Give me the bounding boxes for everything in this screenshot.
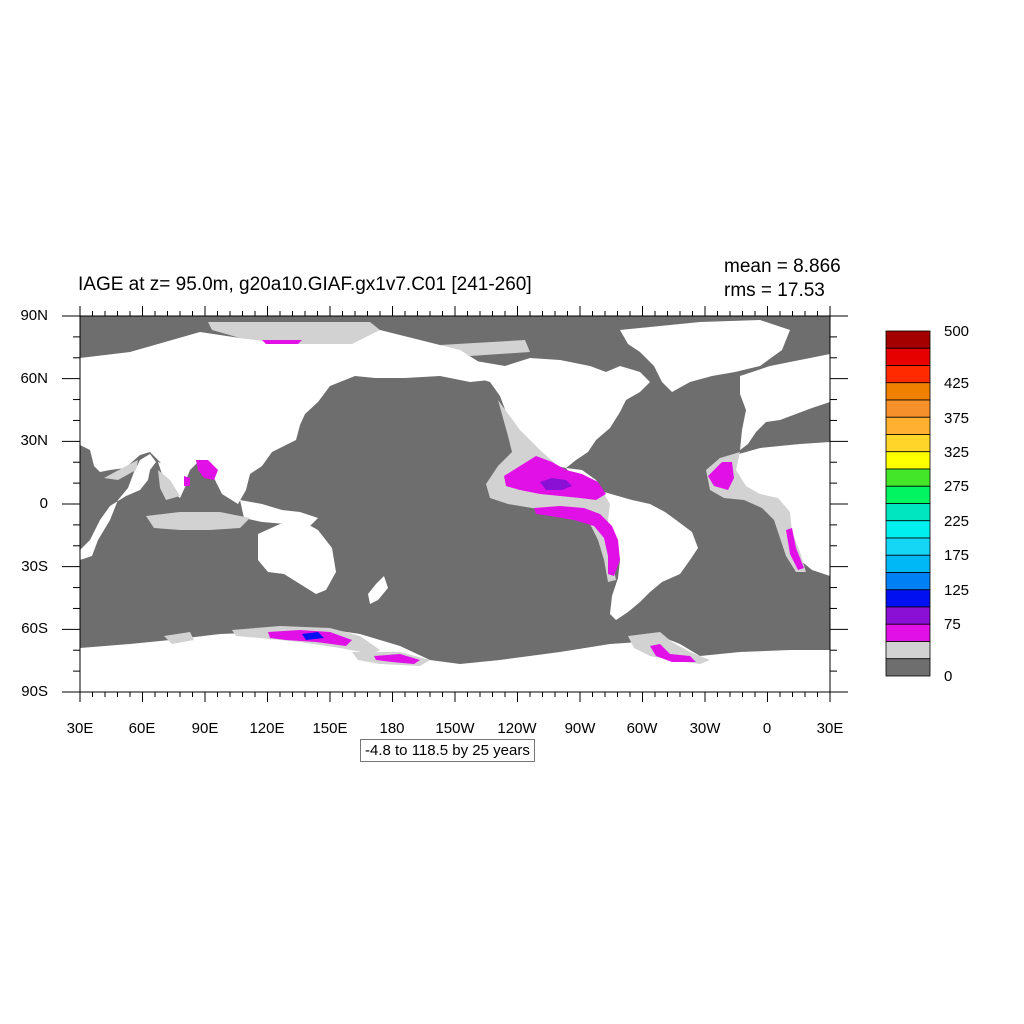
lon-label-30w: 30W: [689, 720, 721, 737]
colorbar-swatch: [885, 330, 931, 349]
lon-label-60w: 60W: [626, 720, 658, 737]
east-pacific-magenta-2: [534, 506, 620, 576]
southern-ocean-blue: [302, 632, 324, 640]
colorbar-swatch: [885, 537, 931, 556]
colorbar-label-75: 75: [944, 616, 961, 633]
southern-ocean-light-4: [164, 632, 194, 644]
arabian-sea-light: [104, 460, 138, 480]
colorbar-swatch: [885, 641, 931, 660]
colorbar-swatch: [885, 658, 931, 677]
colorbar-swatch: [885, 468, 931, 487]
lon-label-30e: 30E: [66, 720, 94, 737]
lon-label-180: 180: [379, 720, 405, 737]
contour-info-box: -4.8 to 118.5 by 25 years: [360, 739, 535, 762]
lon-label-0: 0: [762, 720, 772, 737]
east-pacific-purple: [540, 478, 572, 490]
lon-label-90e: 90E: [191, 720, 219, 737]
colorbar-swatch: [885, 554, 931, 573]
colorbar-swatch: [885, 485, 931, 504]
colorbar-swatch: [885, 623, 931, 642]
bay-of-bengal-magenta: [196, 460, 218, 480]
colorbar-label-0: 0: [944, 668, 953, 685]
colorbar-label-500: 500: [944, 323, 970, 340]
colorbar-swatch: [885, 520, 931, 539]
lon-label-30e-right: 30E: [816, 720, 844, 737]
lon-label-120e: 120E: [249, 720, 285, 737]
colorbar-swatch: [885, 434, 931, 453]
plot-title: IAGE at z= 95.0m, g20a10.GIAF.gx1v7.C01 …: [78, 274, 532, 295]
colorbar: [885, 330, 931, 677]
arctic-shelf: [208, 322, 380, 344]
lat-label-90s: 90S: [21, 683, 48, 700]
colorbar-swatch: [885, 347, 931, 366]
southern-ocean-magenta-3: [650, 644, 696, 662]
colorbar-swatch: [885, 365, 931, 384]
map-field: [80, 316, 830, 692]
southern-ocean-magenta-2: [374, 654, 420, 664]
africa-west-land: [726, 442, 830, 576]
colorbar-swatch: [885, 606, 931, 625]
rms-stat: rms = 17.53: [724, 280, 825, 301]
lat-label-30s: 30S: [21, 558, 48, 575]
greenland-land: [620, 320, 790, 392]
arctic-magenta: [262, 340, 302, 344]
colorbar-label-225: 225: [944, 513, 970, 530]
australia-land: [258, 520, 336, 594]
north-america-land: [378, 358, 650, 468]
colorbar-label-275: 275: [944, 478, 970, 495]
india-coast-magenta: [184, 476, 190, 486]
lon-label-150w: 150W: [435, 720, 475, 737]
indian-ocean-light: [146, 512, 250, 530]
lon-label-120w: 120W: [497, 720, 537, 737]
colorbar-swatch: [885, 503, 931, 522]
west-africa-magenta: [708, 462, 734, 490]
lon-label-150e: 150E: [312, 720, 348, 737]
colorbar-swatch: [885, 416, 931, 435]
europe-land: [740, 354, 830, 450]
india-land: [158, 462, 186, 498]
colorbar-label-125: 125: [944, 582, 970, 599]
colorbar-label-425: 425: [944, 375, 970, 392]
lon-label-90w: 90W: [564, 720, 596, 737]
lat-label-equator: 0: [39, 495, 48, 512]
lat-label-60n: 60N: [20, 370, 48, 387]
africa-east-land: [80, 454, 156, 560]
mean-stat: mean = 8.866: [724, 256, 841, 277]
new-zealand-land: [368, 576, 388, 604]
colorbar-swatch: [885, 589, 931, 608]
colorbar-label-175: 175: [944, 547, 970, 564]
lat-label-30n: 30N: [20, 432, 48, 449]
tick-marks: [62, 306, 848, 702]
east-pacific-magenta: [504, 456, 606, 500]
colorbar-swatch: [885, 382, 931, 401]
bay-of-bengal-light: [158, 470, 180, 500]
lat-label-60s: 60S: [21, 620, 48, 637]
colorbar-label-325: 325: [944, 444, 970, 461]
lon-label-60e: 60E: [128, 720, 156, 737]
colorbar-label-375: 375: [944, 410, 970, 427]
colorbar-swatch: [885, 399, 931, 418]
colorbar-swatch: [885, 451, 931, 470]
lat-label-90n: 90N: [20, 307, 48, 324]
southwest-africa-magenta: [786, 528, 804, 570]
colorbar-swatch: [885, 572, 931, 591]
